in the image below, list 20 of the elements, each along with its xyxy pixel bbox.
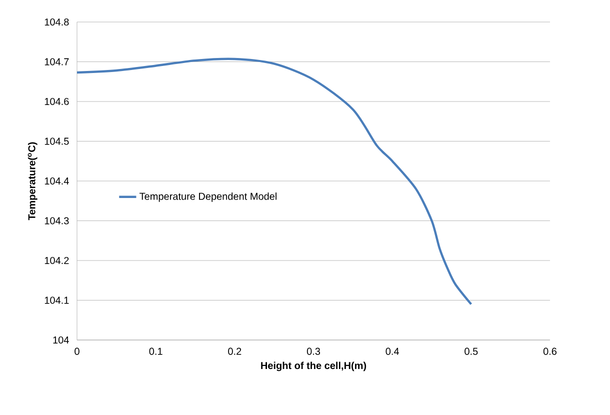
line-series	[77, 58, 472, 306]
y-tick-label: 104	[53, 336, 69, 344]
x-tick-label: 0.1	[149, 348, 162, 355]
y-tick-label: 104.6	[44, 98, 69, 106]
y-tick-label: 104.1	[44, 296, 69, 304]
y-tick-label: 104.5	[44, 138, 69, 145]
x-tick-label: 0	[74, 348, 80, 355]
x-tick-label: 0.5	[464, 348, 478, 355]
y-tick-label: 104.3	[44, 217, 69, 224]
y-tick-label: 104.8	[44, 18, 69, 26]
y-tick-label: 104.7	[44, 58, 69, 66]
y-tick-label: 104.2	[44, 256, 69, 264]
x-tick-label: 0.4	[386, 348, 399, 355]
y-axis-title: Temperature($^{o}$C)	[28, 142, 38, 220]
y-tick-label: 104.4	[44, 177, 69, 185]
x-tick-label: 0.3	[306, 348, 320, 355]
x-axis-title: Height of the cell,H(m)	[261, 362, 366, 372]
x-tick-label: 0.6	[543, 348, 557, 355]
legend-label: Temperature Dependent Model	[140, 192, 276, 202]
x-tick-label: 0.2	[228, 348, 242, 355]
